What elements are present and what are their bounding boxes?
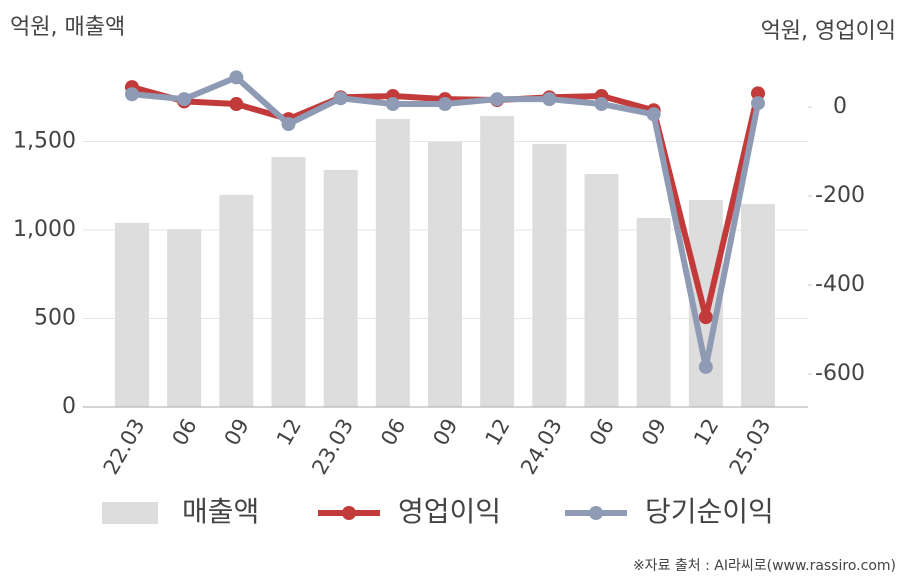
legend-marker bbox=[342, 506, 356, 520]
y2-tick-label: -400 bbox=[815, 272, 865, 297]
point bbox=[646, 107, 661, 122]
point bbox=[698, 359, 713, 374]
source: ※자료 출처 : AI라씨로(www.rassiro.com) bbox=[633, 558, 896, 574]
bar bbox=[323, 169, 358, 407]
y-tick-label: 1,000 bbox=[13, 217, 76, 242]
x-tick-label: 23.03 bbox=[307, 415, 358, 479]
point bbox=[333, 91, 348, 106]
point bbox=[438, 97, 452, 112]
bar bbox=[428, 141, 462, 407]
y2-axis-unit: 억원, 영업이익 bbox=[761, 19, 896, 44]
bar bbox=[636, 217, 671, 407]
x-tick-label: 09 bbox=[637, 415, 671, 450]
y2-tick-label: 0 bbox=[833, 94, 847, 119]
bar bbox=[115, 222, 149, 407]
bar bbox=[219, 194, 254, 407]
x-tick-label: 12 bbox=[481, 414, 515, 449]
bar bbox=[167, 229, 202, 407]
y-tick-label: 500 bbox=[34, 305, 76, 330]
legend-label: 당기순이익 bbox=[645, 495, 774, 528]
legend-swatch bbox=[102, 502, 158, 524]
y-tick-label: 1,500 bbox=[13, 128, 76, 153]
legend-label: 매출액 bbox=[182, 495, 259, 528]
point bbox=[751, 96, 765, 111]
point bbox=[698, 310, 713, 325]
x-tick-label: 06 bbox=[585, 415, 619, 450]
point bbox=[229, 70, 244, 85]
bar bbox=[271, 157, 306, 407]
point bbox=[177, 92, 192, 107]
bar bbox=[584, 174, 619, 407]
point bbox=[229, 97, 244, 112]
y-tick-label: 0 bbox=[62, 394, 76, 419]
y-axis-unit: 억원, 매출액 bbox=[10, 15, 125, 40]
point bbox=[125, 87, 139, 102]
x-tick-label: 12 bbox=[272, 415, 306, 450]
x-tick-label: 06 bbox=[168, 415, 202, 450]
bar bbox=[480, 115, 515, 408]
point bbox=[490, 92, 505, 107]
x-tick-label: 24.03 bbox=[516, 415, 567, 479]
point bbox=[594, 97, 609, 112]
legend-label: 영업이익 bbox=[398, 495, 501, 528]
point bbox=[281, 117, 296, 132]
x-tick-label: 09 bbox=[220, 415, 254, 450]
x-tick-label: 09 bbox=[428, 415, 462, 450]
bar bbox=[375, 118, 410, 407]
x-tick-label: 06 bbox=[376, 415, 410, 450]
bar bbox=[532, 143, 567, 407]
x-tick-label: 25.03 bbox=[725, 415, 776, 479]
bar bbox=[741, 203, 775, 407]
point bbox=[542, 92, 557, 107]
point bbox=[385, 97, 400, 112]
point bbox=[751, 86, 765, 101]
y2-tick-label: -200 bbox=[815, 183, 865, 208]
x-tick-label: 22.03 bbox=[99, 415, 150, 479]
x-tick-label: 12 bbox=[689, 415, 723, 450]
y2-tick-label: -600 bbox=[815, 361, 865, 386]
legend-marker bbox=[589, 506, 603, 520]
